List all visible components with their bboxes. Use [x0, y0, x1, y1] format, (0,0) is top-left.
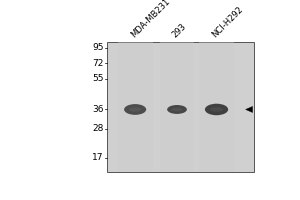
Text: 55: 55 — [92, 74, 104, 83]
Polygon shape — [246, 106, 253, 112]
Ellipse shape — [129, 107, 141, 112]
Ellipse shape — [210, 107, 223, 112]
Bar — [118, 42, 153, 172]
Ellipse shape — [172, 108, 182, 111]
Text: 36: 36 — [92, 105, 104, 114]
Text: 17: 17 — [92, 153, 104, 162]
Text: 293: 293 — [171, 22, 188, 39]
Text: 95: 95 — [92, 43, 104, 52]
Text: 28: 28 — [92, 124, 104, 133]
Bar — [199, 42, 234, 172]
Text: MDA-MB231: MDA-MB231 — [129, 0, 171, 39]
Bar — [160, 42, 194, 172]
Bar — [107, 42, 254, 172]
Ellipse shape — [205, 104, 228, 115]
Ellipse shape — [167, 105, 187, 114]
Ellipse shape — [124, 104, 146, 115]
Text: NCI-H292: NCI-H292 — [210, 5, 245, 39]
Text: 72: 72 — [92, 59, 104, 68]
